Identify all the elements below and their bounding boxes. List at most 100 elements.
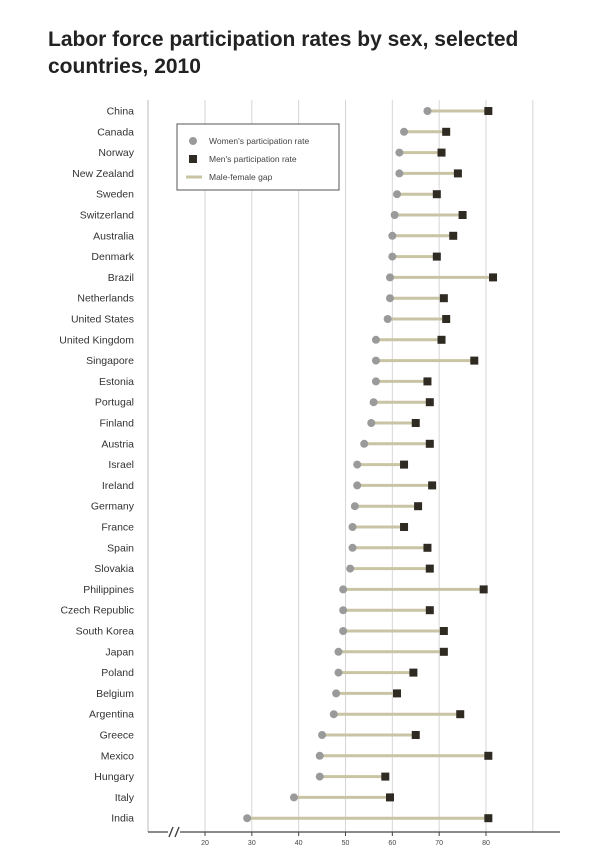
x-tick-label-50: 50 bbox=[342, 840, 350, 847]
men-marker-switzerland bbox=[458, 211, 467, 219]
women-marker-austria bbox=[360, 439, 369, 448]
women-marker-slovakia bbox=[346, 564, 355, 573]
category-label-canada: Canada bbox=[97, 126, 134, 138]
women-marker-switzerland bbox=[390, 211, 399, 219]
men-marker-netherlands bbox=[439, 294, 448, 303]
men-marker-india bbox=[484, 814, 493, 823]
men-marker-mexico bbox=[484, 751, 493, 760]
category-label-austria: Austria bbox=[101, 438, 134, 450]
women-marker-south-korea bbox=[339, 627, 348, 635]
x-tick-label-40: 40 bbox=[295, 840, 303, 847]
men-marker-hungary bbox=[381, 772, 390, 781]
x-tick-label-80: 80 bbox=[482, 840, 490, 847]
legend-label-women-s-participation-rate: Women's participation rate bbox=[209, 136, 309, 146]
men-marker-china bbox=[484, 107, 493, 115]
women-marker-mexico bbox=[315, 751, 324, 760]
women-marker-denmark bbox=[388, 252, 397, 261]
legend-label-male-female-gap: Male-female gap bbox=[209, 172, 273, 182]
legend-label-men-s-participation-rate: Men's participation rate bbox=[209, 154, 297, 164]
men-marker-estonia bbox=[423, 377, 432, 386]
legend: Women's participation rate Men's particip… bbox=[176, 123, 340, 191]
category-label-india: India bbox=[111, 813, 134, 825]
women-marker-poland bbox=[334, 668, 343, 677]
men-marker-australia bbox=[449, 231, 458, 240]
category-label-greece: Greece bbox=[100, 730, 135, 742]
legend-box bbox=[176, 123, 340, 191]
category-label-united-states: United States bbox=[71, 314, 134, 326]
men-marker-south-korea bbox=[439, 627, 448, 635]
category-label-italy: Italy bbox=[115, 792, 135, 804]
men-marker-norway bbox=[437, 148, 446, 157]
men-marker-philippines bbox=[479, 585, 488, 594]
category-label-united-kingdom: United Kingdom bbox=[59, 334, 134, 346]
men-marker-belgium bbox=[393, 689, 402, 698]
women-marker-hungary bbox=[315, 772, 324, 781]
gridlines bbox=[147, 100, 534, 832]
men-marker-poland bbox=[409, 668, 418, 677]
gap-lines bbox=[247, 109, 494, 820]
men-marker-new-zealand bbox=[453, 169, 462, 178]
men-marker-canada bbox=[442, 127, 451, 136]
women-marker-finland bbox=[367, 419, 376, 427]
legend-swatch-women-s-participation-rate bbox=[189, 137, 197, 145]
women-marker-new-zealand bbox=[395, 169, 404, 178]
category-label-finland: Finland bbox=[100, 418, 135, 430]
axis-break-mark-1 bbox=[168, 826, 174, 838]
men-markers bbox=[381, 107, 498, 823]
women-marker-singapore bbox=[371, 356, 380, 365]
men-marker-portugal bbox=[425, 398, 434, 407]
category-label-brazil: Brazil bbox=[108, 272, 134, 284]
men-marker-greece bbox=[411, 731, 420, 739]
men-marker-brazil bbox=[489, 273, 498, 282]
women-marker-israel bbox=[353, 460, 362, 469]
axis-break-mask bbox=[168, 826, 180, 838]
women-marker-estonia bbox=[371, 377, 380, 386]
women-marker-united-states bbox=[383, 315, 392, 323]
women-marker-canada bbox=[400, 127, 409, 136]
men-marker-ireland bbox=[428, 481, 437, 490]
category-label-philippines: Philippines bbox=[83, 584, 134, 596]
x-tick-label-30: 30 bbox=[248, 840, 256, 847]
category-label-france: France bbox=[101, 522, 134, 534]
men-marker-austria bbox=[425, 439, 434, 448]
men-marker-germany bbox=[414, 502, 423, 511]
men-marker-france bbox=[400, 523, 409, 531]
category-label-spain: Spain bbox=[107, 542, 134, 554]
women-marker-portugal bbox=[369, 398, 378, 407]
category-label-estonia: Estonia bbox=[99, 376, 134, 388]
men-marker-italy bbox=[385, 793, 394, 802]
category-label-netherlands: Netherlands bbox=[77, 293, 134, 305]
category-label-mexico: Mexico bbox=[101, 750, 134, 762]
chart-title: Labor force participation rates by sex, … bbox=[48, 28, 519, 78]
axis-break-mark-2 bbox=[174, 826, 180, 838]
x-tick-label-20: 20 bbox=[201, 840, 209, 847]
category-label-new-zealand: New Zealand bbox=[72, 168, 134, 180]
women-marker-united-kingdom bbox=[371, 335, 380, 344]
women-marker-france bbox=[348, 523, 357, 531]
women-marker-japan bbox=[334, 647, 343, 656]
x-tick-label-60: 60 bbox=[388, 840, 396, 847]
women-marker-norway bbox=[395, 148, 404, 157]
legend-swatch-men-s-participation-rate bbox=[189, 155, 197, 163]
women-marker-belgium bbox=[332, 689, 341, 698]
category-label-poland: Poland bbox=[101, 667, 134, 679]
women-marker-greece bbox=[318, 731, 327, 739]
men-marker-singapore bbox=[470, 356, 479, 365]
women-marker-china bbox=[423, 107, 432, 115]
women-marker-argentina bbox=[329, 710, 338, 719]
men-marker-united-states bbox=[442, 315, 451, 323]
women-marker-ireland bbox=[353, 481, 362, 490]
women-markers bbox=[243, 107, 432, 823]
category-label-portugal: Portugal bbox=[95, 397, 134, 409]
category-label-sweden: Sweden bbox=[96, 189, 134, 201]
men-marker-argentina bbox=[456, 710, 465, 719]
category-label-switzerland: Switzerland bbox=[80, 210, 134, 222]
category-label-argentina: Argentina bbox=[89, 709, 134, 721]
category-label-germany: Germany bbox=[91, 501, 135, 513]
men-marker-denmark bbox=[432, 252, 441, 261]
women-marker-spain bbox=[348, 543, 357, 552]
women-marker-germany bbox=[350, 502, 359, 511]
category-labels: China Canada Norway New Zealand Sweden Switze… bbox=[59, 106, 134, 825]
category-label-norway: Norway bbox=[98, 147, 134, 159]
men-marker-israel bbox=[400, 460, 409, 469]
